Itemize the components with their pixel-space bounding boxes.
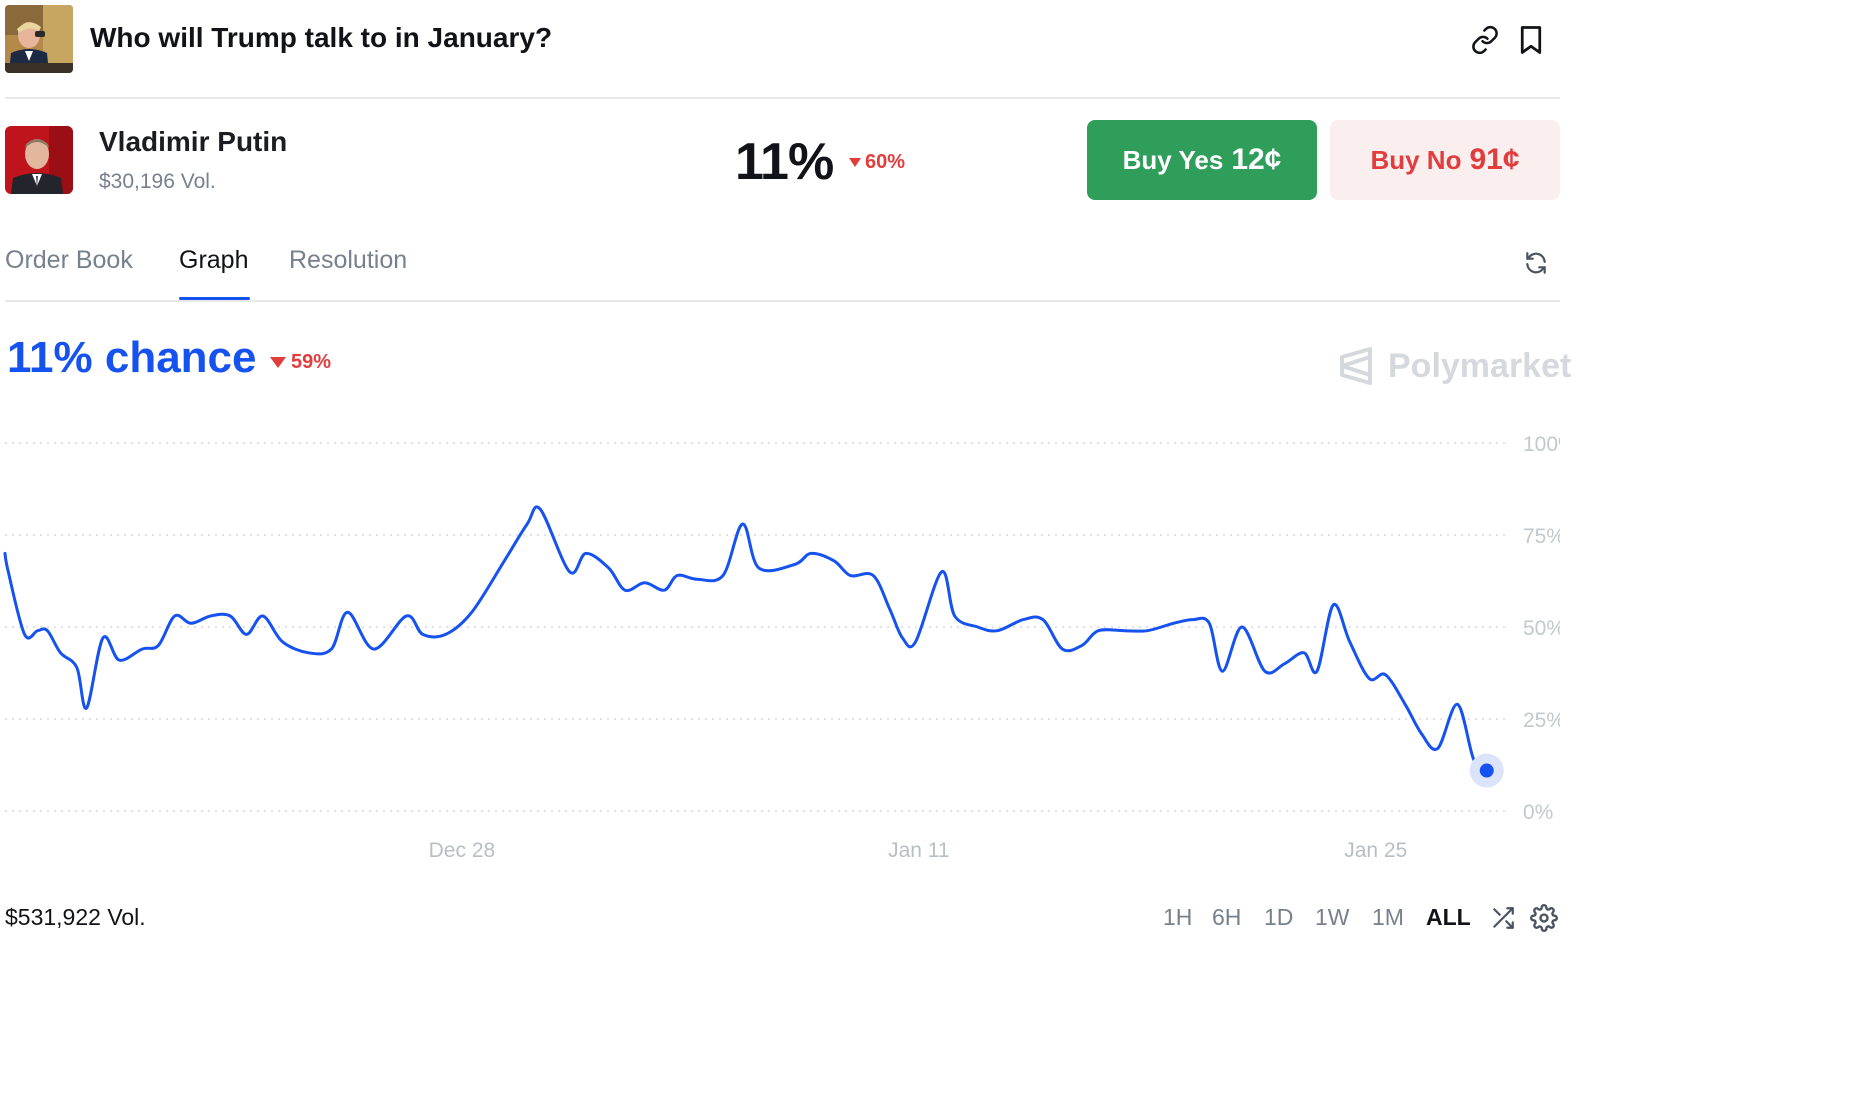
- bookmark-icon[interactable]: [1513, 22, 1549, 58]
- x-tick-label: Dec 28: [429, 839, 496, 862]
- y-tick-label: 0%: [1523, 801, 1553, 824]
- polymarket-logo-icon: [1340, 347, 1372, 385]
- range-1d[interactable]: 1D: [1264, 904, 1294, 930]
- price-chart[interactable]: 100% 75% 50% 25% 0% Dec 28 Jan 11 Jan 25: [0, 420, 1560, 870]
- y-tick-label: 75%: [1523, 525, 1560, 548]
- polymarket-watermark: Polymarket: [1338, 346, 1571, 386]
- buy-no-price: 91¢: [1469, 143, 1520, 176]
- buy-yes-button[interactable]: Buy Yes 12¢: [1087, 120, 1317, 200]
- current-point: [1479, 763, 1494, 778]
- trump-photo-icon: [5, 5, 73, 73]
- y-tick-label: 100%: [1523, 433, 1560, 456]
- range-1m[interactable]: 1M: [1372, 904, 1404, 930]
- down-triangle-icon: [849, 158, 861, 167]
- market-change: 60%: [849, 151, 905, 174]
- range-1w[interactable]: 1W: [1315, 904, 1350, 930]
- buy-yes-label: Buy Yes: [1122, 144, 1224, 175]
- market-row: Vladimir Putin $30,196 Vol. 11% 60% Buy …: [5, 100, 1560, 220]
- y-tick-label: 25%: [1523, 709, 1560, 732]
- watermark-text: Polymarket: [1388, 346, 1572, 385]
- total-volume: $531,922 Vol.: [5, 904, 146, 930]
- buy-no-button[interactable]: Buy No 91¢: [1330, 120, 1560, 200]
- link-icon[interactable]: [1467, 22, 1503, 58]
- x-tick-label: Jan 11: [888, 839, 950, 862]
- series-line: [3, 505, 1489, 772]
- market-change-value: 60%: [865, 151, 906, 173]
- chance-value: 11% chance: [7, 333, 257, 382]
- refresh-icon[interactable]: [1519, 246, 1553, 280]
- putin-photo-icon: [5, 126, 73, 194]
- x-tick-label: Jan 25: [1344, 839, 1407, 862]
- shuffle-icon[interactable]: [1487, 902, 1519, 934]
- chance-change-value: 59%: [291, 351, 332, 373]
- buy-yes-price: 12¢: [1231, 143, 1282, 176]
- market-probability: 11%: [735, 133, 834, 191]
- market-name[interactable]: Vladimir Putin: [99, 126, 288, 157]
- active-tab-indicator: [179, 297, 250, 300]
- chance-change: 59%: [270, 351, 331, 374]
- tab-order-book[interactable]: Order Book: [5, 246, 133, 274]
- down-triangle-icon: [270, 357, 286, 368]
- market-volume: $30,196 Vol.: [99, 170, 216, 193]
- event-header: Who will Trump talk to in January?: [5, 4, 1560, 99]
- tab-bar: Order Book Graph Resolution: [5, 220, 1560, 302]
- tab-resolution[interactable]: Resolution: [289, 246, 408, 274]
- range-6h[interactable]: 6H: [1212, 904, 1242, 930]
- event-thumbnail: [5, 5, 73, 73]
- putin-avatar: [5, 126, 73, 194]
- buy-no-label: Buy No: [1370, 144, 1462, 175]
- settings-icon[interactable]: [1528, 902, 1560, 934]
- tab-graph[interactable]: Graph: [179, 246, 249, 274]
- range-all[interactable]: ALL: [1426, 904, 1471, 930]
- range-1h[interactable]: 1H: [1163, 904, 1193, 930]
- event-title: Who will Trump talk to in January?: [90, 22, 553, 53]
- y-tick-label: 50%: [1523, 617, 1560, 640]
